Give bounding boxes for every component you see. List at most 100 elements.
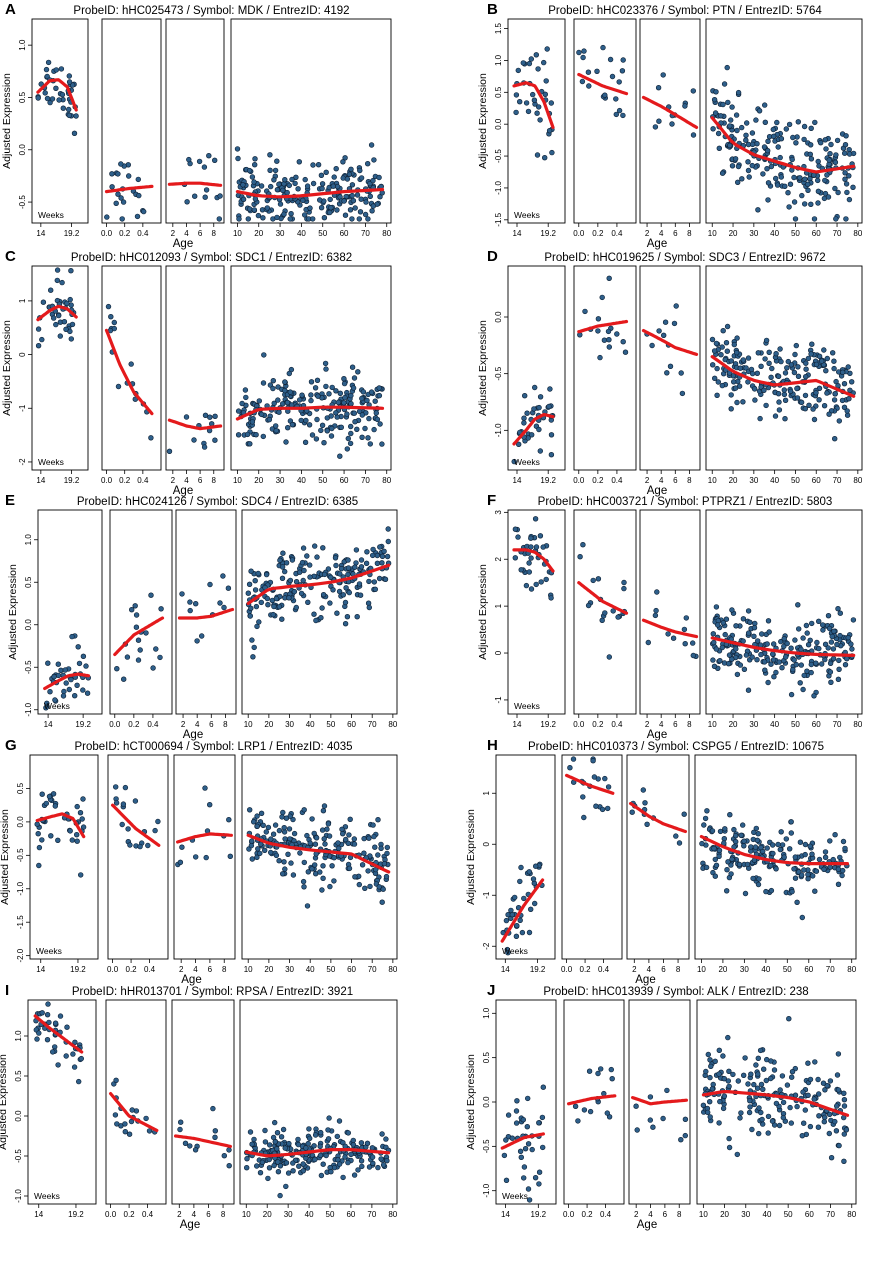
data-point — [348, 423, 354, 430]
panel-A: A ProbeID: hHC025473 / Symbol: MDK / Entr… — [1, 1, 392, 250]
x-tick-label: 2 — [179, 965, 184, 974]
x-axis-label: Age — [647, 238, 667, 250]
data-point — [283, 815, 290, 821]
data-point — [800, 1120, 807, 1126]
data-point — [739, 176, 745, 182]
data-point — [742, 1055, 748, 1061]
data-point — [379, 560, 385, 566]
data-point — [69, 633, 75, 640]
data-point — [805, 871, 811, 878]
data-point — [537, 394, 544, 400]
data-point — [282, 836, 288, 842]
x-tick-label: 2 — [632, 965, 637, 974]
x-tick-label: 19.2 — [64, 229, 80, 238]
data-point — [736, 861, 743, 868]
data-point — [528, 544, 534, 550]
data-point — [720, 620, 726, 626]
data-point — [268, 183, 274, 190]
data-point — [823, 368, 829, 374]
data-point — [726, 1144, 733, 1151]
data-point — [347, 207, 354, 213]
data-point — [280, 550, 286, 556]
data-point — [67, 296, 73, 303]
data-point — [732, 156, 739, 162]
data-point — [54, 277, 60, 284]
data-point — [35, 830, 41, 837]
data-point — [788, 691, 795, 698]
data-point — [812, 1059, 818, 1065]
data-point — [794, 395, 801, 401]
data-point — [831, 365, 837, 372]
x-tick-label: 30 — [285, 965, 294, 974]
data-point — [779, 664, 785, 671]
data-point — [336, 1118, 343, 1124]
data-point — [79, 816, 85, 822]
data-point — [76, 660, 83, 667]
x-tick-label: 0.0 — [101, 229, 113, 238]
data-point — [262, 1127, 268, 1134]
data-point — [155, 818, 161, 825]
x-tick-label: 50 — [326, 965, 335, 974]
data-point — [279, 564, 286, 570]
data-point — [520, 1116, 526, 1123]
data-point — [745, 687, 752, 693]
data-point — [275, 397, 281, 403]
data-point — [841, 150, 848, 156]
panel-title: ProbeID: hHC025473 / Symbol: MDK / Entre… — [73, 5, 349, 17]
data-point — [227, 853, 234, 859]
data-point — [39, 1010, 45, 1016]
data-point — [760, 1066, 767, 1072]
x-tick-label: 60 — [812, 476, 821, 485]
data-point — [362, 425, 368, 432]
data-point — [724, 866, 730, 873]
panel-title: ProbeID: hCT000694 / Symbol: LRP1 / Entr… — [74, 741, 352, 753]
data-point — [816, 856, 823, 863]
data-point — [586, 1068, 593, 1074]
data-point — [271, 400, 277, 406]
data-point — [782, 370, 789, 376]
y-tick-label: 1 — [482, 790, 491, 795]
x-tick-label: 80 — [853, 229, 862, 238]
data-point — [55, 312, 62, 319]
segment-frame-adult — [241, 754, 398, 960]
data-point — [39, 791, 45, 797]
data-point — [77, 809, 84, 816]
data-point — [660, 332, 667, 338]
data-point — [801, 201, 808, 207]
data-point — [249, 174, 256, 180]
x-tick-label: 14 — [501, 1210, 510, 1219]
x-tick-label: 80 — [847, 1210, 856, 1219]
data-point — [837, 632, 843, 639]
data-point — [321, 571, 328, 578]
data-point — [845, 364, 851, 370]
data-point — [342, 1143, 348, 1150]
data-point — [63, 1053, 69, 1059]
x-tick-label: 8 — [212, 229, 217, 238]
data-point — [291, 588, 298, 595]
y-tick-label: 0.0 — [482, 1096, 491, 1108]
panel-title: ProbeID: hHC019625 / Symbol: SDC3 / Entr… — [544, 252, 825, 264]
segment-frame-infant — [109, 509, 173, 715]
data-point — [71, 692, 78, 699]
y-tick-label: -0.5 — [482, 1139, 491, 1153]
x-tick-label: 20 — [729, 720, 738, 729]
data-point — [260, 380, 267, 386]
data-point — [312, 543, 318, 549]
data-point — [512, 526, 519, 532]
data-point — [828, 1154, 835, 1161]
data-point — [273, 427, 279, 434]
data-point — [301, 884, 307, 890]
data-point — [606, 344, 612, 350]
data-point — [284, 399, 291, 406]
data-point — [235, 155, 241, 162]
x-tick-label: 6 — [198, 229, 203, 238]
x-tick-label: 2 — [171, 229, 176, 238]
data-point — [608, 1066, 614, 1073]
x-tick-label: 30 — [284, 1210, 293, 1219]
data-point — [706, 1098, 713, 1105]
data-point — [782, 397, 789, 403]
data-point — [747, 619, 753, 625]
data-point — [725, 859, 731, 865]
segment-frame-adult — [696, 999, 857, 1205]
x-tick-label: 14 — [36, 229, 45, 238]
